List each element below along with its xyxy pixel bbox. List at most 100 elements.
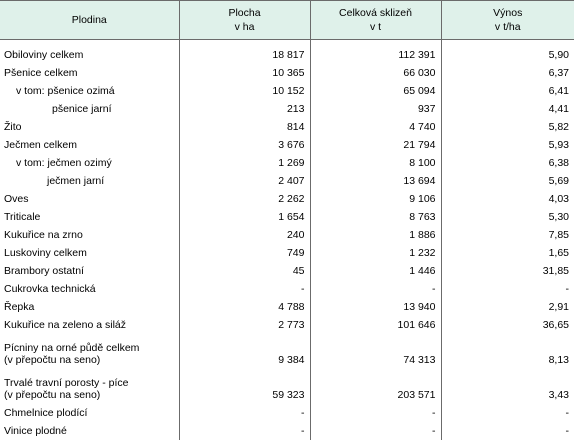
crop-label-cell: Kukuřice na zeleno a siláž (4, 319, 126, 331)
harvest-cell: 9 106 (309, 190, 441, 208)
harvest-cell: - (309, 422, 441, 440)
table-row: Trvalé travní porosty - píce (v přepočtu … (0, 369, 574, 404)
table-row: Oves 2 262 9 106 4,03 (0, 190, 574, 208)
crop-label-cell: Řepka (4, 301, 35, 313)
table-row: Kukuřice na zeleno a siláž 2 773 101 646 36… (0, 316, 574, 334)
table-row: Triticale 1 654 8 763 5,30 (0, 208, 574, 226)
table-row: Kukuřice na zrno 240 1 886 7,85 (0, 226, 574, 244)
harvest-cell: 101 646 (309, 316, 441, 334)
area-cell: 45 (178, 262, 310, 280)
crop-label-cell: v tom: pšenice ozimá (16, 85, 115, 97)
crop-label-cell: Chmelnice plodící (4, 407, 88, 419)
table-row: Ječmen celkem 3 676 21 794 5,93 (0, 136, 574, 154)
area-cell: 4 788 (178, 298, 310, 316)
yield-cell: 3,43 (440, 369, 574, 404)
yield-cell: 6,37 (440, 64, 574, 82)
area-cell: 2 773 (178, 316, 310, 334)
area-cell: 9 384 (178, 334, 310, 369)
yield-cell: - (440, 404, 574, 422)
table-row: v tom: pšenice ozimá 10 152 65 094 6,41 (0, 82, 574, 100)
area-cell: - (178, 422, 310, 440)
crop-label-cell: ječmen jarní (47, 175, 105, 187)
table-row: Žito 814 4 740 5,82 (0, 118, 574, 136)
header-yield: Výnos v t/ha (440, 0, 574, 40)
area-cell: - (178, 404, 310, 422)
crop-label-cell: Oves (4, 193, 29, 205)
crop-label-cell: Pšenice celkem (4, 67, 78, 79)
harvest-cell: 1 232 (309, 244, 441, 262)
crop-label-cell: Pícniny na orné půdě celkem (v přepočtu n… (4, 342, 140, 366)
harvest-cell: 1 886 (309, 226, 441, 244)
area-cell: 240 (178, 226, 310, 244)
table-row: Chmelnice plodící - - - (0, 404, 574, 422)
table-row: Řepka 4 788 13 940 2,91 (0, 298, 574, 316)
yield-cell: - (440, 422, 574, 440)
table-row: Pšenice celkem 10 365 66 030 6,37 (0, 64, 574, 82)
area-cell: 2 407 (178, 172, 310, 190)
crop-label-cell: v tom: ječmen ozimý (16, 157, 112, 169)
yield-cell: 5,69 (440, 172, 574, 190)
yield-cell: 4,03 (440, 190, 574, 208)
table-row: Vinice plodné - - - (0, 422, 574, 440)
yield-cell: 6,38 (440, 154, 574, 172)
harvest-cell: 112 391 (309, 39, 441, 64)
table-row: pšenice jarní 213 937 4,41 (0, 100, 574, 118)
harvest-cell: 66 030 (309, 64, 441, 82)
yield-cell: 8,13 (440, 334, 574, 369)
area-cell: 10 365 (178, 64, 310, 82)
header-area: Plocha v ha (178, 0, 310, 40)
area-cell: 3 676 (178, 136, 310, 154)
crop-label-cell: Vinice plodné (4, 425, 67, 437)
table-row: v tom: ječmen ozimý 1 269 8 100 6,38 (0, 154, 574, 172)
header-crop: Plodina (0, 0, 179, 40)
harvest-cell: - (309, 404, 441, 422)
crop-label-cell: Brambory ostatní (4, 265, 84, 277)
yield-cell: 4,41 (440, 100, 574, 118)
harvest-cell: 203 571 (309, 369, 441, 404)
area-cell: 814 (178, 118, 310, 136)
harvest-cell: 21 794 (309, 136, 441, 154)
yield-cell: 5,90 (440, 39, 574, 64)
table-row: Luskoviny celkem 749 1 232 1,65 (0, 244, 574, 262)
area-cell: 59 323 (178, 369, 310, 404)
yield-cell: 36,65 (440, 316, 574, 334)
yield-cell: 5,82 (440, 118, 574, 136)
crop-label-cell: Cukrovka technická (4, 283, 96, 295)
table-row: Cukrovka technická - - - (0, 280, 574, 298)
area-cell: 1 269 (178, 154, 310, 172)
yield-cell: 5,30 (440, 208, 574, 226)
crop-label-cell: Triticale (4, 211, 41, 223)
harvest-cell: 8 100 (309, 154, 441, 172)
area-cell: 18 817 (178, 39, 310, 64)
harvest-cell: 13 940 (309, 298, 441, 316)
area-cell: - (178, 280, 310, 298)
harvest-cell: 937 (309, 100, 441, 118)
crop-label-cell: Trvalé travní porosty - píce (v přepočtu … (4, 377, 129, 401)
harvest-cell: - (309, 280, 441, 298)
area-cell: 1 654 (178, 208, 310, 226)
table-row: Brambory ostatní 45 1 446 31,85 (0, 262, 574, 280)
harvest-cell: 65 094 (309, 82, 441, 100)
header-row: Plodina Plocha v ha Celková sklizeň v t Vý… (0, 0, 574, 40)
area-cell: 213 (178, 100, 310, 118)
harvest-cell: 4 740 (309, 118, 441, 136)
yield-cell: 2,91 (440, 298, 574, 316)
area-cell: 10 152 (178, 82, 310, 100)
area-cell: 749 (178, 244, 310, 262)
crop-label-cell: Žito (4, 121, 22, 133)
table-row: Pícniny na orné půdě celkem (v přepočtu n… (0, 334, 574, 369)
yield-cell: 5,93 (440, 136, 574, 154)
yield-cell: 6,41 (440, 82, 574, 100)
table-row: ječmen jarní 2 407 13 694 5,69 (0, 172, 574, 190)
yield-cell: 31,85 (440, 262, 574, 280)
area-cell: 2 262 (178, 190, 310, 208)
crop-label-cell: Luskoviny celkem (4, 247, 87, 259)
header-harvest: Celková sklizeň v t (309, 0, 441, 40)
crop-label-cell: Obiloviny celkem (4, 49, 84, 61)
table-row: Obiloviny celkem 18 817 112 391 5,90 (0, 39, 574, 64)
yield-cell: 7,85 (440, 226, 574, 244)
harvest-cell: 13 694 (309, 172, 441, 190)
harvest-cell: 8 763 (309, 208, 441, 226)
harvest-cell: 1 446 (309, 262, 441, 280)
crop-label-cell: Kukuřice na zrno (4, 229, 83, 241)
